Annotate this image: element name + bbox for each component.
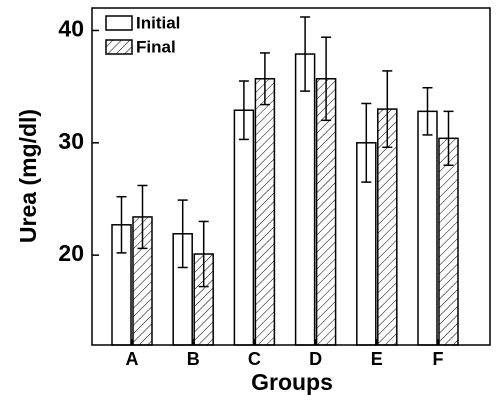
legend-swatch [105, 39, 133, 55]
legend-label: Final [136, 37, 176, 56]
plot-frame [91, 7, 491, 346]
bar [417, 110, 438, 346]
x-tick-label: B [187, 349, 200, 369]
bar [294, 53, 316, 346]
y-tick-label: 40 [58, 16, 84, 42]
x-tick-label: C [248, 349, 261, 369]
legend-swatch [105, 15, 133, 31]
bar [438, 137, 459, 346]
x-tick-label: D [309, 349, 322, 369]
y-tick-label: 20 [58, 240, 84, 266]
x-tick-label: F [433, 349, 444, 369]
y-axis-label: Urea (mg/dl) [15, 109, 41, 243]
bar [254, 78, 276, 346]
x-axis-label: Groups [251, 369, 333, 395]
y-tick-label: 30 [58, 128, 84, 154]
legend-label: Initial [136, 13, 180, 32]
x-tick-label: E [371, 349, 383, 369]
bar [233, 109, 255, 346]
x-tick-label: A [126, 349, 139, 369]
